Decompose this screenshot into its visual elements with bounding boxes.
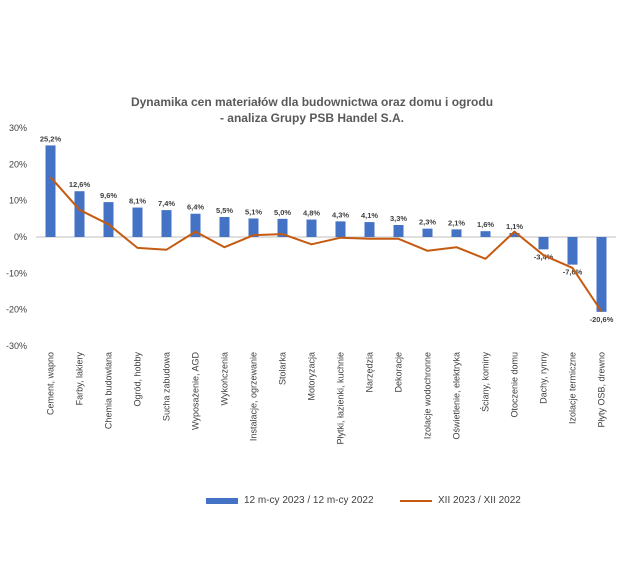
y-tick-label: 10% <box>9 196 27 206</box>
x-category-label: Otoczenie domu <box>510 352 520 418</box>
bar-data-label: 6,4% <box>187 203 204 212</box>
legend-item-bars: 12 m-cy 2023 / 12 m-cy 2022 <box>206 495 374 506</box>
bar-data-label: 2,1% <box>448 218 465 227</box>
x-category-label: Stolarka <box>278 352 288 385</box>
bar-data-label: -7,6% <box>563 268 583 277</box>
bar <box>509 233 520 237</box>
bar-data-label: 25,2% <box>40 134 62 143</box>
y-tick-label: -30% <box>6 341 27 351</box>
x-category-label: Farby, lakiery <box>75 352 85 406</box>
bar-data-label: -3,4% <box>534 252 554 261</box>
bar <box>45 145 56 237</box>
x-category-label: Wykończenia <box>220 352 230 405</box>
bar <box>335 221 346 237</box>
bar <box>132 207 143 237</box>
chart-title: Dynamika cen materiałów dla budownictwa … <box>130 95 494 109</box>
bar <box>306 219 317 237</box>
y-tick-label: 0% <box>14 232 27 242</box>
x-category-label: Wyposażenie, AGD <box>191 352 201 430</box>
x-category-label: Dachy, rynny <box>539 352 549 404</box>
legend-line-label: XII 2023 / XII 2022 <box>438 495 521 506</box>
legend-line-swatch <box>400 499 432 502</box>
x-category-label: Płyty OSB, drewno <box>597 352 607 428</box>
y-tick-label: 30% <box>9 123 27 133</box>
bar <box>103 202 114 237</box>
bar-data-label: 5,5% <box>216 206 233 215</box>
bar <box>74 191 85 237</box>
bar-data-label: 1,1% <box>506 222 523 231</box>
bar-data-label: 4,3% <box>332 210 349 219</box>
bar-data-label: 2,3% <box>419 218 436 227</box>
line-series <box>49 176 603 313</box>
x-category-label: Chemia budowlana <box>104 352 114 429</box>
x-category-label: Izolacje wodochronne <box>423 352 433 439</box>
bar <box>248 218 259 237</box>
x-category-label: Sucha zabudowa <box>162 352 172 421</box>
chart-subtitle: - analiza Grupy PSB Handel S.A. <box>219 111 405 125</box>
legend-bar-label: 12 m-cy 2023 / 12 m-cy 2022 <box>244 495 374 506</box>
bar <box>219 217 230 237</box>
bar-data-label: 3,3% <box>390 214 407 223</box>
x-category-label: Płytki, łazienki, kuchnie <box>336 352 346 445</box>
bar <box>451 229 462 237</box>
x-category-label: Cement, wapno <box>46 352 56 415</box>
bar-data-label: 5,1% <box>245 207 262 216</box>
x-category-label: Oświetlenie, elektryka <box>452 352 462 440</box>
x-category-label: Dekoracje <box>394 352 404 393</box>
bar-data-label: 4,1% <box>361 211 378 220</box>
legend-bar-swatch <box>206 497 238 504</box>
y-tick-label: -10% <box>6 268 27 278</box>
bar <box>480 231 491 237</box>
x-category-label: Ściany, kominy <box>480 352 491 412</box>
x-category-label: Narzędzia <box>365 352 375 393</box>
y-tick-label: -20% <box>6 305 27 315</box>
bar-data-label: 1,6% <box>477 220 494 229</box>
y-tick-label: 20% <box>9 159 27 169</box>
bar <box>277 218 288 237</box>
bar <box>567 237 578 265</box>
bar-data-label: 9,6% <box>100 191 117 200</box>
bar-data-label: 8,1% <box>129 197 146 206</box>
x-category-label: Instalacje, ogrzewanie <box>249 352 259 441</box>
x-category-label: Motoryzacja <box>307 352 317 401</box>
legend-item-line: XII 2023 / XII 2022 <box>400 495 521 506</box>
bar-data-label: 5,0% <box>274 208 291 217</box>
bar-data-label: -20,6% <box>590 315 614 324</box>
bar <box>538 237 549 250</box>
bar-data-label: 12,6% <box>69 180 91 189</box>
bar <box>161 210 172 237</box>
bar <box>596 237 607 312</box>
bar <box>190 213 201 237</box>
bar-data-label: 7,4% <box>158 199 175 208</box>
bar <box>422 228 433 237</box>
bar <box>364 222 375 237</box>
x-category-label: Izolacje termiczne <box>568 352 578 424</box>
bar-data-label: 4,8% <box>303 209 320 218</box>
x-category-label: Ogród, hobby <box>133 352 143 407</box>
bar <box>393 225 404 237</box>
